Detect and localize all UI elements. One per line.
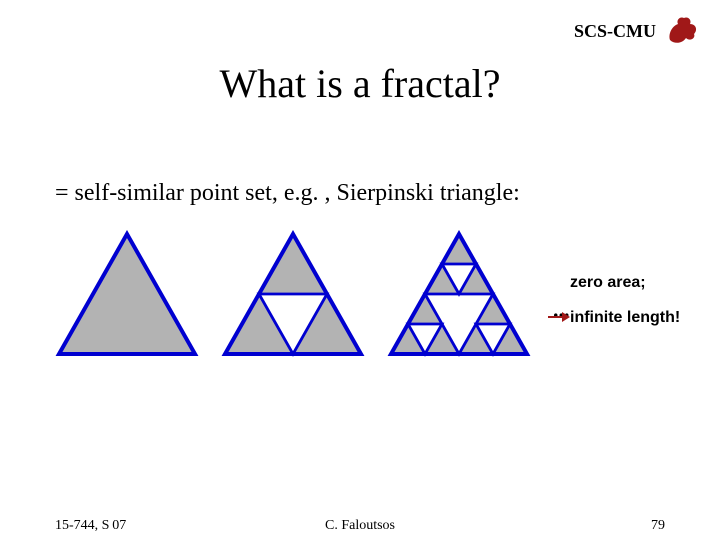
sierpinski-iter-2	[387, 230, 531, 363]
header: SCS-CMU	[574, 14, 700, 49]
sierpinski-iter-0	[55, 230, 199, 363]
sierpinski-figures: ...	[55, 230, 570, 363]
annotation-infinite-length: infinite length!	[570, 300, 680, 335]
footer-page: 79	[651, 518, 665, 534]
dragon-logo-icon	[666, 14, 700, 49]
header-org: SCS-CMU	[574, 21, 656, 42]
sierpinski-iter-1	[221, 230, 365, 363]
footer-author: C. Faloutsos	[0, 518, 720, 534]
annotation-zero-area: zero area;	[570, 265, 680, 300]
annotations: zero area; infinite length!	[570, 265, 680, 335]
slide-subtitle: = self-similar point set, e.g. , Sierpin…	[55, 180, 520, 207]
arrow-icon	[548, 310, 570, 328]
slide-title: What is a fractal?	[0, 60, 720, 107]
